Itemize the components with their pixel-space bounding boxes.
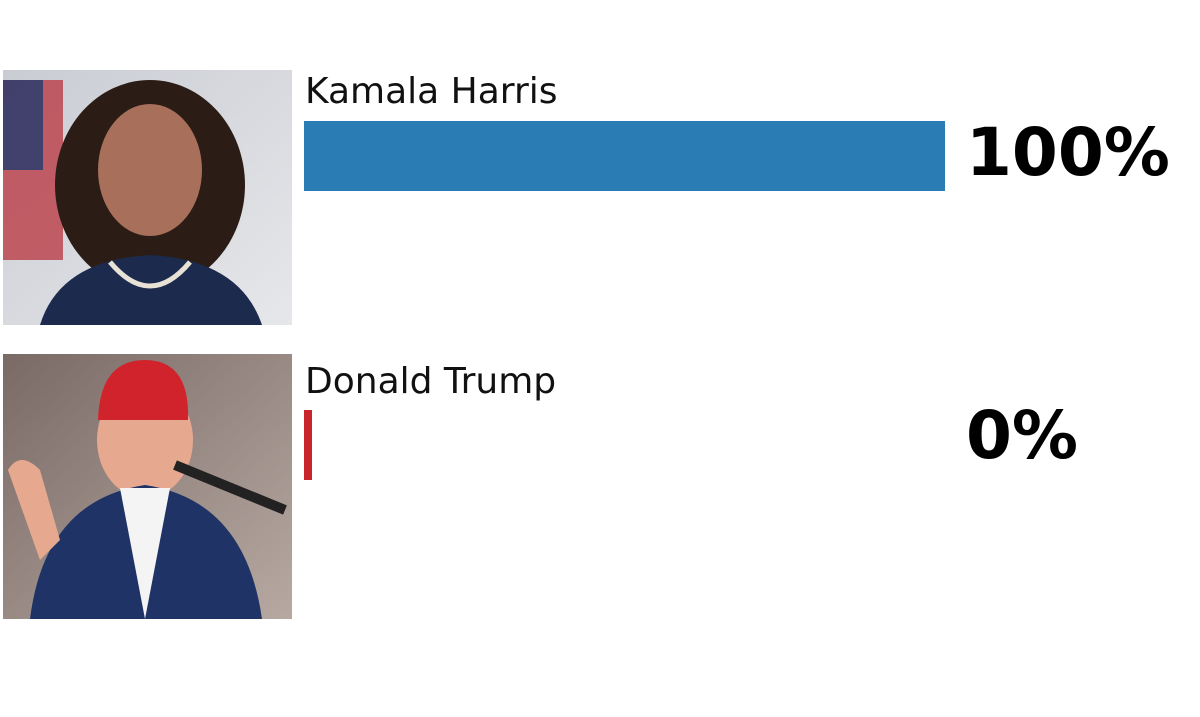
bar-base (304, 410, 312, 480)
value-label: 100% (966, 114, 1170, 191)
plot: Kamala Harris 100% Donald Trump 0% (304, 71, 1170, 480)
bar (304, 121, 945, 191)
photo-trump (3, 354, 292, 619)
category-label: Donald Trump (305, 361, 556, 402)
photo-harris (3, 70, 292, 325)
category-label: Kamala Harris (305, 71, 558, 112)
value-label: 0% (966, 397, 1078, 474)
